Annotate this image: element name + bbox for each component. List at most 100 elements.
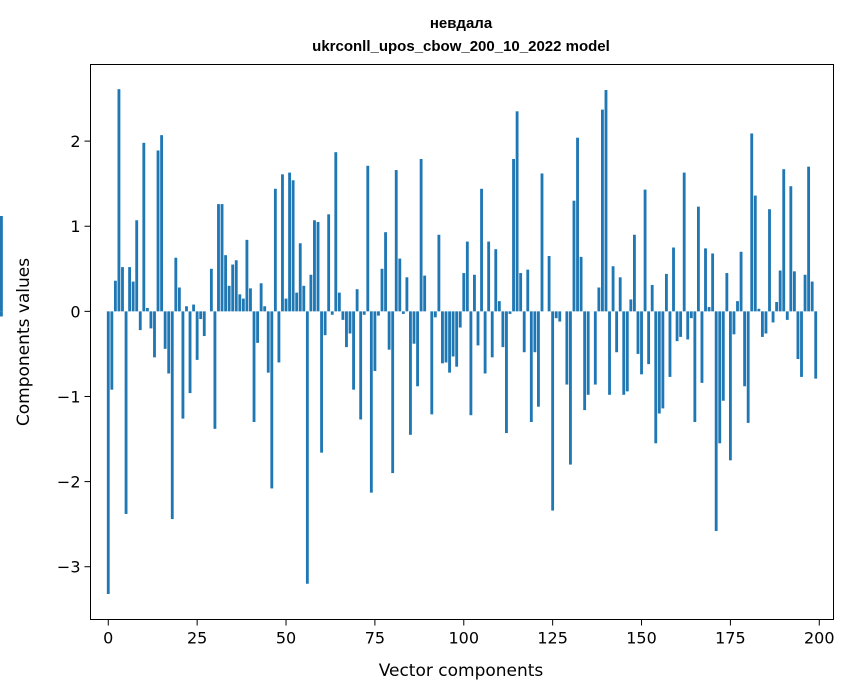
- bar-194: [796, 311, 800, 360]
- bar-137: [593, 311, 597, 385]
- bar-198: [810, 281, 814, 312]
- bar-96: [448, 311, 451, 373]
- bar-35: [231, 264, 235, 312]
- bar-31: [217, 204, 220, 312]
- bar-3: [117, 89, 121, 312]
- bar-102: [469, 311, 473, 416]
- bar-170: [711, 253, 715, 312]
- bar-56: [305, 311, 309, 584]
- bar-104: [476, 311, 480, 346]
- x-tick-label-150: 150: [626, 629, 657, 648]
- bar-93: [437, 234, 441, 312]
- bar-0: [106, 311, 110, 594]
- bar-119: [529, 311, 533, 423]
- bar-179: [743, 311, 747, 387]
- bar-134: [583, 311, 587, 411]
- bar-177: [736, 301, 739, 312]
- bar-12: [149, 311, 153, 329]
- bar-189: [778, 270, 782, 312]
- bar-107: [487, 241, 491, 312]
- bar-80: [391, 311, 395, 474]
- bar-39: [245, 239, 249, 312]
- bar-167: [700, 311, 704, 383]
- bar-51: [288, 172, 291, 312]
- y-axis-label: Components values: [14, 258, 34, 426]
- bar-4: [121, 267, 124, 312]
- bar-139: [601, 109, 604, 312]
- plot-frame: [90, 64, 834, 620]
- bar-109: [494, 249, 498, 312]
- bar-187: [771, 311, 775, 323]
- bar-105: [480, 188, 483, 312]
- bar-20: [177, 287, 181, 312]
- bar-101: [465, 241, 469, 312]
- bar-77: [380, 268, 384, 312]
- bar-171: [714, 311, 718, 531]
- y-tick-label-2: 2: [70, 132, 80, 151]
- bar-34: [227, 285, 231, 312]
- bar-116: [519, 273, 523, 312]
- bar-165: [693, 311, 697, 423]
- bar-undefined: [0, 216, 3, 312]
- bar-18: [170, 311, 174, 520]
- bar-82: [398, 258, 402, 312]
- bar-85: [409, 311, 412, 435]
- bar-191: [785, 311, 789, 320]
- bar-155: [657, 311, 661, 414]
- bar-135: [586, 311, 590, 395]
- bar-89: [423, 275, 427, 312]
- bar-55: [302, 285, 306, 312]
- y-tick-label--3: −3: [57, 558, 81, 577]
- bar-6: [128, 267, 132, 312]
- x-tick-label-75: 75: [365, 629, 385, 648]
- bar-161: [679, 311, 683, 337]
- chart-title-line2: ukrconll_upos_cbow_200_10_2022 model: [312, 38, 610, 55]
- bar-131: [572, 200, 576, 312]
- bar-13: [153, 311, 156, 358]
- bar-17: [167, 311, 171, 374]
- x-axis-label: Vector components: [379, 661, 544, 681]
- bar-156: [661, 311, 665, 409]
- bar-15: [160, 135, 164, 312]
- bar-32: [220, 204, 224, 312]
- x-tick-label-0: 0: [103, 629, 113, 648]
- x-tick-label-175: 175: [715, 629, 746, 648]
- bar-65: [337, 292, 341, 312]
- x-tick-label-100: 100: [449, 629, 480, 648]
- bar-108: [490, 311, 494, 358]
- bar-87: [416, 311, 419, 387]
- bar-140: [604, 90, 608, 312]
- bar-130: [569, 311, 572, 465]
- bar-40: [249, 288, 252, 312]
- bar-76: [377, 311, 380, 316]
- bar-62: [327, 214, 331, 312]
- bar-178: [739, 251, 743, 312]
- bar-181: [750, 133, 754, 312]
- bar-106: [483, 311, 487, 374]
- bar-69: [352, 311, 355, 390]
- bar-99: [458, 311, 462, 328]
- bar-176: [732, 311, 736, 335]
- bar-49: [281, 174, 284, 312]
- bar-58: [313, 220, 316, 312]
- bar-160: [675, 311, 679, 342]
- bar-183: [757, 308, 761, 312]
- bar-22: [185, 306, 188, 312]
- bar-73: [366, 165, 370, 312]
- bar-21: [181, 311, 185, 419]
- bar-79: [387, 311, 391, 350]
- bar-184: [760, 311, 764, 337]
- x-tick-label-25: 25: [187, 629, 207, 648]
- bar-138: [597, 287, 601, 312]
- bar-72: [362, 311, 366, 315]
- x-tick-label-200: 200: [804, 629, 835, 648]
- bar-120: [533, 311, 537, 353]
- bar-126: [554, 311, 558, 319]
- bar-146: [625, 311, 629, 392]
- bar-59: [316, 221, 320, 312]
- bar-190: [782, 169, 786, 312]
- bar-98: [455, 311, 459, 367]
- bar-33: [224, 255, 228, 312]
- bar-125: [551, 311, 555, 511]
- bar-71: [359, 311, 363, 420]
